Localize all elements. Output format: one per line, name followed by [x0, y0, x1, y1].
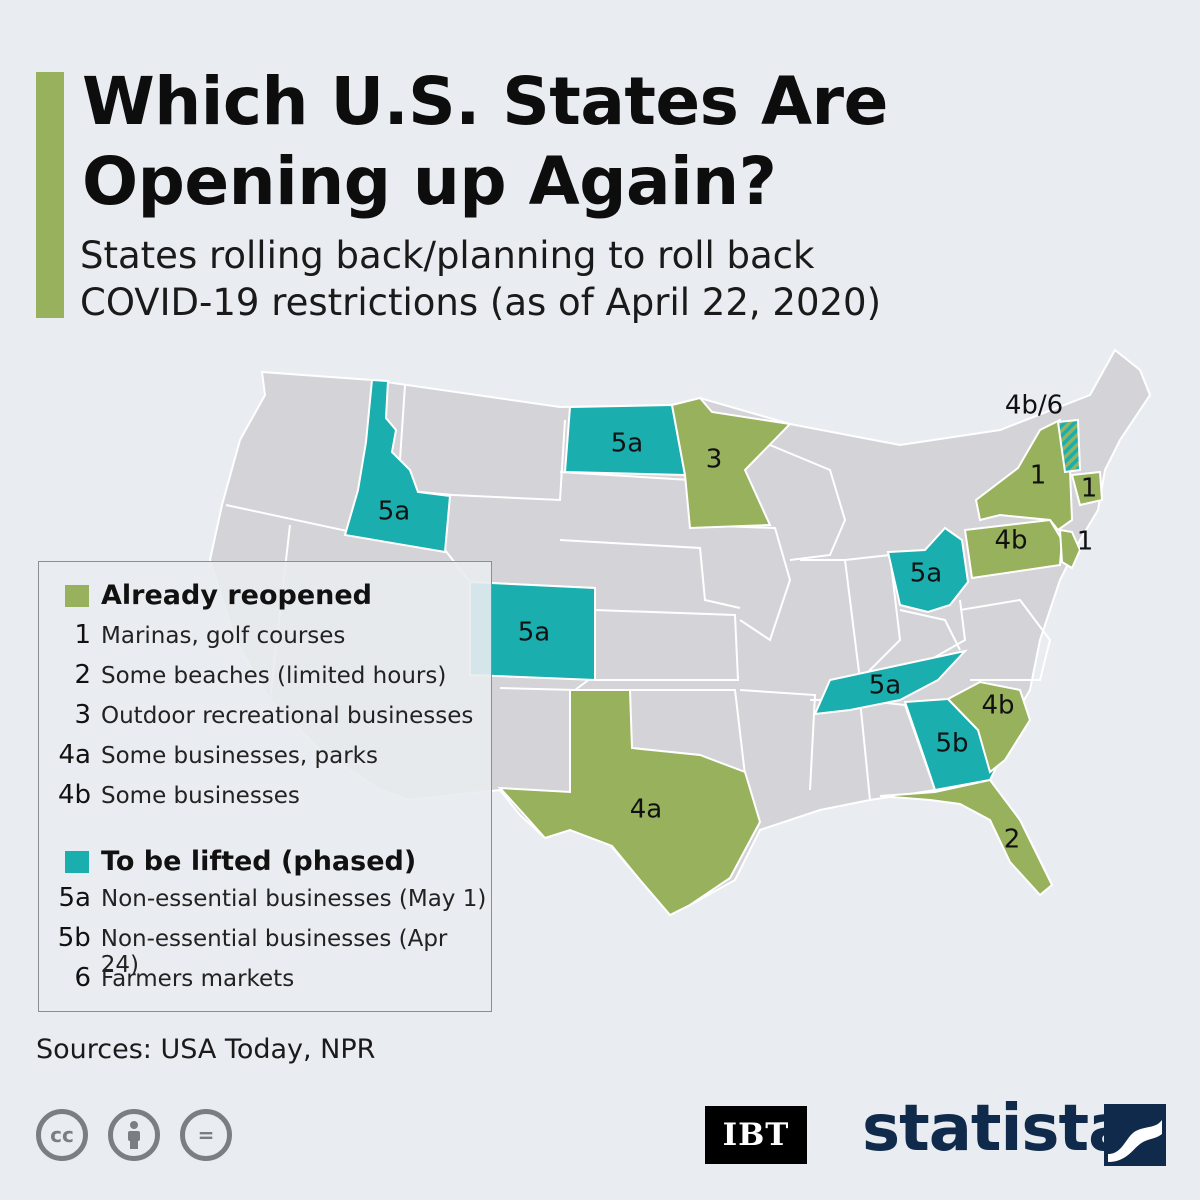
legend-item: 4b Some businesses	[39, 780, 300, 810]
legend-item: 4a Some businesses, parks	[39, 740, 378, 770]
label-idaho: 5a	[378, 497, 410, 527]
label-north-dakota: 5a	[611, 429, 643, 459]
legend-item-code: 4a	[58, 740, 91, 770]
state-south-carolina	[946, 680, 1032, 774]
state-florida	[879, 778, 1054, 897]
border-line	[739, 689, 817, 791]
legend-item-code: 6	[74, 963, 91, 993]
legend-item-text: Non-essential businesses (May 1)	[101, 886, 487, 912]
border-line	[959, 598, 1052, 681]
label-florida: 2	[1004, 825, 1021, 855]
person-icon	[128, 1121, 140, 1149]
border-line	[929, 599, 967, 661]
legend-item-code: 4b	[57, 780, 91, 810]
page-subtitle: States rolling back/planning to roll bac…	[80, 234, 882, 324]
label-minnesota: 3	[706, 445, 723, 475]
legend: Already reopened 1 Marinas, golf courses 2…	[38, 561, 492, 1012]
label-georgia: 5b	[935, 729, 968, 759]
legend-heading-reopened: Already reopened	[101, 580, 373, 611]
legend-heading-lifted: To be lifted (phased)	[101, 846, 417, 877]
border-line	[630, 689, 746, 776]
border-line	[844, 553, 902, 681]
legend-item-text: Some businesses	[101, 783, 300, 809]
legend-item-text: Outdoor recreational businesses	[101, 703, 474, 729]
equals-glyph: =	[197, 1123, 215, 1147]
border-line	[594, 609, 740, 681]
legend-item-code: 1	[74, 620, 91, 650]
border-line	[689, 524, 792, 642]
label-new-jersey: 1	[1077, 527, 1094, 557]
state-minnesota	[670, 396, 793, 530]
legend-item-text: Farmers markets	[101, 966, 295, 992]
label-pennsylvania: 4b	[994, 526, 1027, 556]
state-new-york	[974, 418, 1074, 532]
state-texas	[497, 689, 762, 917]
legend-item-text: Some beaches (limited hours)	[101, 663, 447, 689]
label-new-york: 1	[1030, 461, 1047, 491]
legend-swatch-lifted	[65, 850, 89, 873]
statista-logo[interactable]: statista	[862, 1092, 1131, 1166]
page-title: Which U.S. States Are Opening up Again?	[82, 63, 888, 220]
legend-group-reopened: Already reopened	[65, 580, 372, 611]
no-derivatives-icon[interactable]: =	[180, 1109, 232, 1161]
ibt-logo[interactable]: IBT	[705, 1106, 807, 1164]
legend-item-text: Marinas, golf courses	[101, 623, 346, 649]
state-labels: 5a 5a 5a 3 4a 5a 5a 5b 4b 2 4b 1 1 1 4b/6	[378, 391, 1098, 855]
border-line	[769, 444, 847, 561]
creative-commons-icon[interactable]: cc	[36, 1109, 88, 1161]
legend-item: 3 Outdoor recreational businesses	[39, 700, 473, 730]
legend-item-code: 5a	[58, 883, 91, 913]
legend-item: 5a Non-essential businesses (May 1)	[39, 883, 487, 913]
border-line	[899, 609, 961, 651]
state-idaho	[343, 378, 452, 554]
legend-item-code: 3	[74, 700, 91, 730]
legend-item: 1 Marinas, golf courses	[39, 620, 345, 650]
label-tennessee: 5a	[869, 671, 901, 701]
state-connecticut	[1070, 470, 1104, 507]
legend-item-text: Some businesses, parks	[101, 743, 378, 769]
legend-item: 5b Non-essential businesses (Apr 24)	[39, 923, 491, 978]
statista-mark-icon	[1104, 1104, 1166, 1166]
state-vermont	[1056, 418, 1082, 474]
state-tennessee	[813, 649, 968, 716]
label-connecticut: 1	[1081, 474, 1098, 504]
cc-glyph: cc	[50, 1123, 74, 1147]
legend-item-text: Non-essential businesses (Apr 24)	[100, 926, 448, 978]
border-line	[396, 384, 566, 502]
legend-group-lifted: To be lifted (phased)	[65, 846, 416, 877]
legend-item-code: 5b	[57, 923, 91, 953]
label-ohio: 5a	[910, 559, 942, 589]
legend-item: 2 Some beaches (limited hours)	[39, 660, 446, 690]
legend-swatch-reopened	[65, 584, 89, 607]
label-south-carolina: 4b	[981, 691, 1014, 721]
sources-note: Sources: USA Today, NPR	[36, 1034, 376, 1065]
legend-item-code: 2	[74, 660, 91, 690]
label-colorado: 5a	[518, 618, 550, 648]
state-ohio	[886, 526, 970, 614]
label-texas: 4a	[630, 795, 662, 825]
highlighted-states	[343, 378, 1104, 917]
border-line	[559, 539, 741, 609]
attribution-icon[interactable]	[108, 1109, 160, 1161]
accent-bar	[36, 72, 64, 318]
state-new-jersey	[1058, 528, 1082, 570]
legend-item: 6 Farmers markets	[39, 963, 294, 993]
label-vermont: 4b/6	[1005, 391, 1063, 421]
